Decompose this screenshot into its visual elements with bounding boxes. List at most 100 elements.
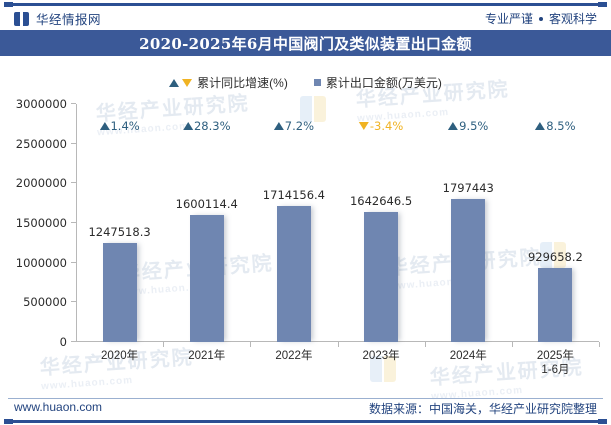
legend-label-growth: 累计同比增速(%) [197, 76, 288, 90]
square-marker-icon [313, 79, 321, 86]
y-axis-tick-label: 500000 [23, 295, 67, 310]
y-axis-tick [71, 103, 76, 104]
y-axis-tick [71, 222, 76, 223]
y-axis-tick-label: 1500000 [15, 216, 67, 230]
bar[interactable] [538, 268, 573, 342]
triangle-up-icon [535, 122, 546, 130]
x-axis-label-slot: 2021年 [163, 342, 250, 382]
bottom-accent-rule [8, 420, 603, 423]
x-axis-label-slot: 2023年 [338, 342, 425, 382]
growth-rate-label: 1.4% [99, 119, 140, 133]
bar-group[interactable]: 1642646.5 -3.4% [338, 104, 425, 342]
tagline-right: 客观科学 [548, 12, 597, 26]
y-axis-tick-label: 1000000 [15, 255, 67, 270]
triangle-up-icon [448, 122, 459, 130]
bar-value-label: 1247518.3 [88, 225, 151, 240]
x-axis-tick [511, 342, 513, 347]
bar-group[interactable]: 1600114.4 28.3% [163, 104, 250, 342]
brand-name: 华经情报网 [36, 13, 102, 27]
chart-canvas: 华经产业研究院 www.huaon.com 华经产业研究院 www.huaon.… [0, 56, 611, 402]
x-axis-label: 2024年 [449, 350, 487, 362]
bar-value-label: 1714156.4 [262, 188, 326, 203]
top-rule-cap-right [598, 2, 607, 7]
bar-group[interactable]: 929658.2 8.5% [512, 104, 599, 342]
bottom-rule-cap-left [4, 419, 13, 424]
top-rule-cap-left [4, 2, 13, 7]
growth-rate-label: -3.4% [358, 119, 404, 133]
footer-site-url[interactable]: www.huaon.com [14, 400, 103, 414]
bullet-dot-icon [538, 16, 543, 21]
x-axis-tick [163, 342, 165, 347]
site-header: 华经情报网 专业严谨 客观科学 [0, 6, 611, 30]
x-axis-tick [599, 342, 600, 347]
x-axis-tick [424, 342, 426, 347]
x-axis-label: 2022年 [275, 350, 313, 362]
footer-data-source: 数据来源：中国海关，华经产业研究院整理 [368, 402, 597, 416]
x-axis-label-slot: 2025年 1-6月 [512, 342, 599, 382]
y-axis-tick-label: 0 [59, 335, 67, 349]
bar[interactable] [451, 199, 486, 342]
footer-divider [8, 398, 603, 399]
triangle-up-icon [182, 122, 193, 130]
y-axis-tick [71, 301, 76, 303]
growth-rate-value: 28.3% [193, 119, 231, 133]
bar-value-label: 1797443 [442, 181, 494, 196]
tagline-left: 专业严谨 [484, 12, 533, 26]
page-title: 2020-2025年6月中国阀门及类似装置出口金额 [139, 34, 472, 53]
x-axis-line [76, 341, 599, 342]
x-axis-label-slot: 2024年 [425, 342, 512, 382]
y-axis-tick-label: 2000000 [15, 176, 67, 191]
brand[interactable]: 华经情报网 [14, 9, 101, 28]
bar-group[interactable]: 1714156.4 7.2% [250, 104, 337, 342]
x-axis-tick [337, 342, 339, 347]
x-axis-labels: 2020年 2021年 2022年 2023年 2024年 2025年 1-6月 [76, 342, 599, 382]
bar-group[interactable]: 1797443 9.5% [425, 104, 512, 342]
bar[interactable] [189, 215, 224, 342]
triangle-down-icon [182, 78, 193, 87]
triangle-up-icon [273, 122, 284, 130]
growth-rate-value: 1.4% [110, 119, 140, 133]
book-icon [14, 11, 29, 26]
legend-label-amount: 累计出口金额(万美元) [325, 76, 442, 90]
x-axis-label-slot: 2022年 [250, 342, 337, 382]
top-accent-rule [8, 3, 603, 6]
triangle-down-icon [358, 122, 369, 130]
y-axis-tick-label: 2500000 [15, 136, 67, 151]
page-footer: www.huaon.com 数据来源：中国海关，华经产业研究院整理 [0, 400, 611, 418]
bar-value-label: 929658.2 [527, 250, 583, 265]
bar-series: 1247518.3 1.4% 1600114.4 28.3% 1714156.4 7.2%… [76, 104, 599, 342]
x-axis-label: 2021年 [188, 350, 226, 362]
bar[interactable] [276, 206, 311, 342]
triangle-up-icon [169, 78, 180, 87]
chart-legend: 累计同比增速(%) 累计出口金额(万美元) [0, 74, 611, 91]
bar[interactable] [364, 211, 399, 342]
growth-rate-value: -3.4% [369, 119, 404, 133]
triangle-up-icon [99, 122, 110, 130]
x-axis-label-slot: 2020年 [76, 342, 163, 382]
growth-rate-value: 8.5% [546, 119, 576, 133]
chart-title-band: 2020-2025年6月中国阀门及类似装置出口金额 [0, 30, 611, 56]
plot-area: 0 500000 1000000 1500000 2000000 2500000 30000… [16, 97, 600, 349]
y-axis-tick [71, 142, 76, 144]
growth-rate-label: 9.5% [448, 119, 488, 133]
y-axis-tick [71, 182, 76, 184]
bar-value-label: 1642646.5 [349, 193, 413, 208]
growth-rate-label: 8.5% [535, 119, 576, 133]
site-tagline: 专业严谨 客观科学 [485, 10, 597, 27]
y-axis-tick [71, 261, 76, 263]
growth-rate-label: 28.3% [182, 119, 231, 133]
x-axis-label: 2023年 [362, 350, 400, 362]
growth-rate-label: 7.2% [273, 119, 315, 133]
legend-item-amount[interactable]: 累计出口金额(万美元) [313, 74, 442, 91]
bar-value-label: 1600114.4 [175, 197, 238, 212]
bar-group[interactable]: 1247518.3 1.4% [76, 104, 163, 342]
x-axis-label: 2025年 1-6月 [536, 350, 574, 377]
growth-rate-value: 7.2% [284, 119, 315, 133]
y-axis-line [76, 104, 77, 342]
bar[interactable] [102, 243, 137, 342]
bottom-rule-cap-right [598, 419, 607, 424]
growth-rate-value: 9.5% [459, 119, 489, 133]
x-axis-label: 2020年 [101, 350, 139, 362]
legend-item-growth[interactable]: 累计同比增速(%) [169, 74, 288, 91]
